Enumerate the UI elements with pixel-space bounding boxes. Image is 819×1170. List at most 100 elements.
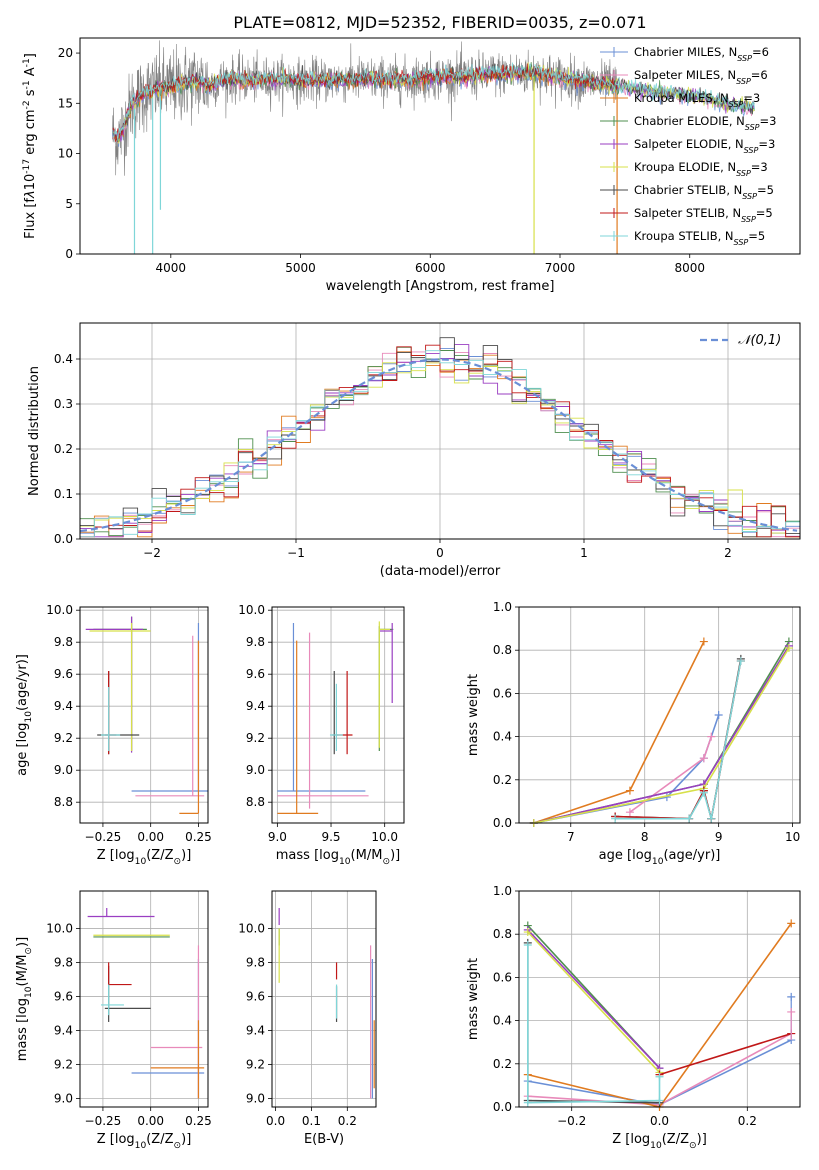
spectrum-legend: Chabrier MILES, NSSP=6 Salpeter MILES, NS… [600,45,776,247]
legend-label-chabrier_miles: Chabrier MILES, NSSP=6 [634,45,769,63]
age_vs_z-ytick-label: 9.2 [54,731,73,745]
mass_vs_z-xtick-label: 0.00 [137,1114,164,1128]
weight_vs_z-line-kroupa_miles [527,922,792,1107]
mass_vs_ebv-frame [271,890,377,1108]
legend-label-salpeter_stelib: Salpeter STELIB, NSSP=5 [634,206,773,224]
residuals-xtick-label: −2 [143,546,161,560]
spectrum-xtick-label: 6000 [415,261,446,275]
mass_vs_ebv-ytick-label: 9.4 [246,1023,265,1037]
weight_vs_age-xtick-label: 8 [641,830,649,844]
normal-curve [80,358,798,533]
weight_vs_z-ytick-label: 0.2 [493,1057,512,1071]
mass_vs_ebv-ytick-label: 9.2 [246,1057,265,1071]
weight_vs_age-line-kroupa_miles [533,641,705,823]
weight_vs_age-ytick-label: 0.0 [493,816,512,830]
mass_vs_ebv-ytick-label: 9.6 [246,989,265,1003]
weight_vs_age-xtick-label: 10 [785,830,800,844]
weight_vs_age-marker-kroupa_stelib [611,814,620,823]
spectrum-ytick-label: 10 [58,147,73,161]
weight_vs_age-axes: 7 8 9 10 0.0 0.2 0.4 0.6 0.8 1.0 age [log10(age/yr… [466,600,800,867]
legend-label-normal: 𝒩(0,1) [738,333,781,348]
weight_vs_z-frame [518,890,801,1108]
weight_vs_age-xlabel: age [log10(age/yr)] [599,848,721,867]
spectrum-xlabel: wavelength [Angstrom, rest frame] [326,279,555,294]
weight_vs_age-marker-kroupa_stelib [685,814,694,823]
weight_vs_z-marker-kroupa_stelib [523,941,532,949]
weight_vs_age-ytick-label: 0.8 [493,643,512,657]
age_vs_mass-ytick-label: 9.6 [246,667,265,681]
weight_vs_age-ytick-label: 0.6 [493,686,512,700]
spectrum-frame [79,37,801,255]
mass_vs_z-ytick-label: 9.8 [54,955,73,969]
weight_vs_z-ytick-label: 0.8 [493,927,512,941]
spectrum-xtick-label: 4000 [156,261,187,275]
weight_vs_age-ylabel: mass weight [466,674,481,756]
weight_vs_z-line-kroupa_stelib [527,945,661,1104]
weight_vs_age-marker-chabrier_miles [714,711,723,719]
age_vs_z-axes: −0.25 0.00 0.25 8.8 9.0 9.2 9.4 9.6 9.8 10.0 Z [lo… [15,603,212,867]
legend-label-salpeter_miles: Salpeter MILES, NSSP=6 [634,68,768,86]
age_vs_mass-frame [271,606,405,824]
residuals-ytick-label: 0.0 [54,532,73,546]
weight_vs_age-xtick-label: 7 [567,830,575,844]
residuals-xtick-label: −1 [287,546,305,560]
weight_vs_z-marker-kroupa_stelib [523,1098,532,1107]
age_vs_z-ylabel: age [log10(age/yr)] [15,654,34,776]
mass_vs_ebv-axes: 0.0 0.1 0.2 9.0 9.2 9.4 9.6 9.8 10.0 E(B-V) [238,891,376,1147]
legend-label-kroupa_miles: Kroupa MILES, NSSP=3 [634,91,760,109]
histogram-kroupa_stelib [80,350,800,538]
weight_vs_z-ytick-label: 0.6 [493,970,512,984]
legend-label-chabrier_stelib: Chabrier STELIB, NSSP=5 [634,183,774,201]
weight_vs_age-marker-kroupa_stelib [707,814,716,823]
weight_vs_z-line-kroupa_elodie [527,931,661,1073]
residuals-xtick-label: 1 [580,546,588,560]
age_vs_z-frame [79,606,209,824]
residuals-ylabel: Normed distribution [27,366,42,496]
age_vs_mass-ytick-label: 9.2 [246,731,265,745]
residuals-frame [79,322,801,540]
spectrum-xtick-label: 7000 [545,261,576,275]
weight_vs_age-line-kroupa_elodie [533,647,790,823]
weight_vs_age-marker-kroupa_miles [625,786,634,795]
histogram-kroupa_elodie [80,362,800,538]
weight_vs_age-line-chabrier_miles [533,714,720,823]
mass_vs_z-ylabel: mass [log10(M/M⊙)] [15,937,34,1061]
age_vs_mass-axes: 9.0 9.5 10.0 8.8 9.0 9.2 9.4 9.6 9.8 10.0 mass [lo… [238,603,404,867]
legend-label-kroupa_elodie: Kroupa ELODIE, NSSP=3 [634,160,768,178]
age_vs_z-ytick-label: 9.8 [54,635,73,649]
age_vs_mass-ytick-label: 10.0 [238,603,265,617]
age_vs_mass-ytick-label: 9.8 [246,635,265,649]
mass_vs_z-xtick-label: 0.25 [185,1114,212,1128]
residuals-xlabel: (data-model)/error [380,564,501,579]
weight_vs_z-ytick-label: 0.4 [493,1014,512,1028]
residuals-ytick-label: 0.1 [54,487,73,501]
weight_vs_z-line-salpeter_stelib [659,1032,792,1076]
mass_vs_z-ytick-label: 9.0 [54,1091,73,1105]
mass_vs_ebv-ytick-label: 10.0 [238,921,265,935]
residuals-ytick-label: 0.2 [54,442,73,456]
weight_vs_age-xtick-label: 9 [715,830,723,844]
spectrum-ytick-label: 15 [58,96,73,110]
spectrum-model-salpeter_stelib [112,63,618,142]
age_vs_z-xtick-label: 0.00 [137,830,164,844]
mass_vs_ebv-ytick-label: 9.0 [246,1091,265,1105]
mass_vs_z-ytick-label: 9.6 [54,989,73,1003]
age_vs_mass-xtick-label: 9.5 [321,830,340,844]
weight_vs_age-line-chabrier_stelib [615,658,742,820]
weight_vs_age-line-chabrier_elodie [533,641,790,823]
spectrum-model-kroupa_stelib [112,62,755,141]
mass_vs_ebv-ytick-label: 9.8 [246,955,265,969]
weight_vs_z-axes: −0.2 0.0 0.2 0.0 0.2 0.4 0.6 0.8 1.0 Z [log10(Z/Z… [466,884,800,1151]
mass_vs_z-ytick-label: 9.2 [54,1057,73,1071]
age_vs_z-xlabel: Z [log10(Z/Z⊙)] [97,848,192,867]
mass_vs_z-xlabel: Z [log10(Z/Z⊙)] [97,1132,192,1151]
weight_vs_age-marker-kroupa_elodie [784,644,793,653]
weight_vs_z-marker-kroupa_elodie [523,928,532,937]
weight_vs_age-line-kroupa_stelib [615,660,742,820]
weight_vs_age-marker-salpeter_miles [625,808,634,817]
mass_vs_ebv-xlabel: E(B-V) [304,1132,344,1147]
spectrum-ytick-label: 0 [65,247,73,261]
weight_vs_z-marker-kroupa_stelib [655,1072,664,1081]
weight_vs_z-line-salpeter_elodie [527,929,661,1069]
age_vs_z-ytick-label: 9.4 [54,699,73,713]
